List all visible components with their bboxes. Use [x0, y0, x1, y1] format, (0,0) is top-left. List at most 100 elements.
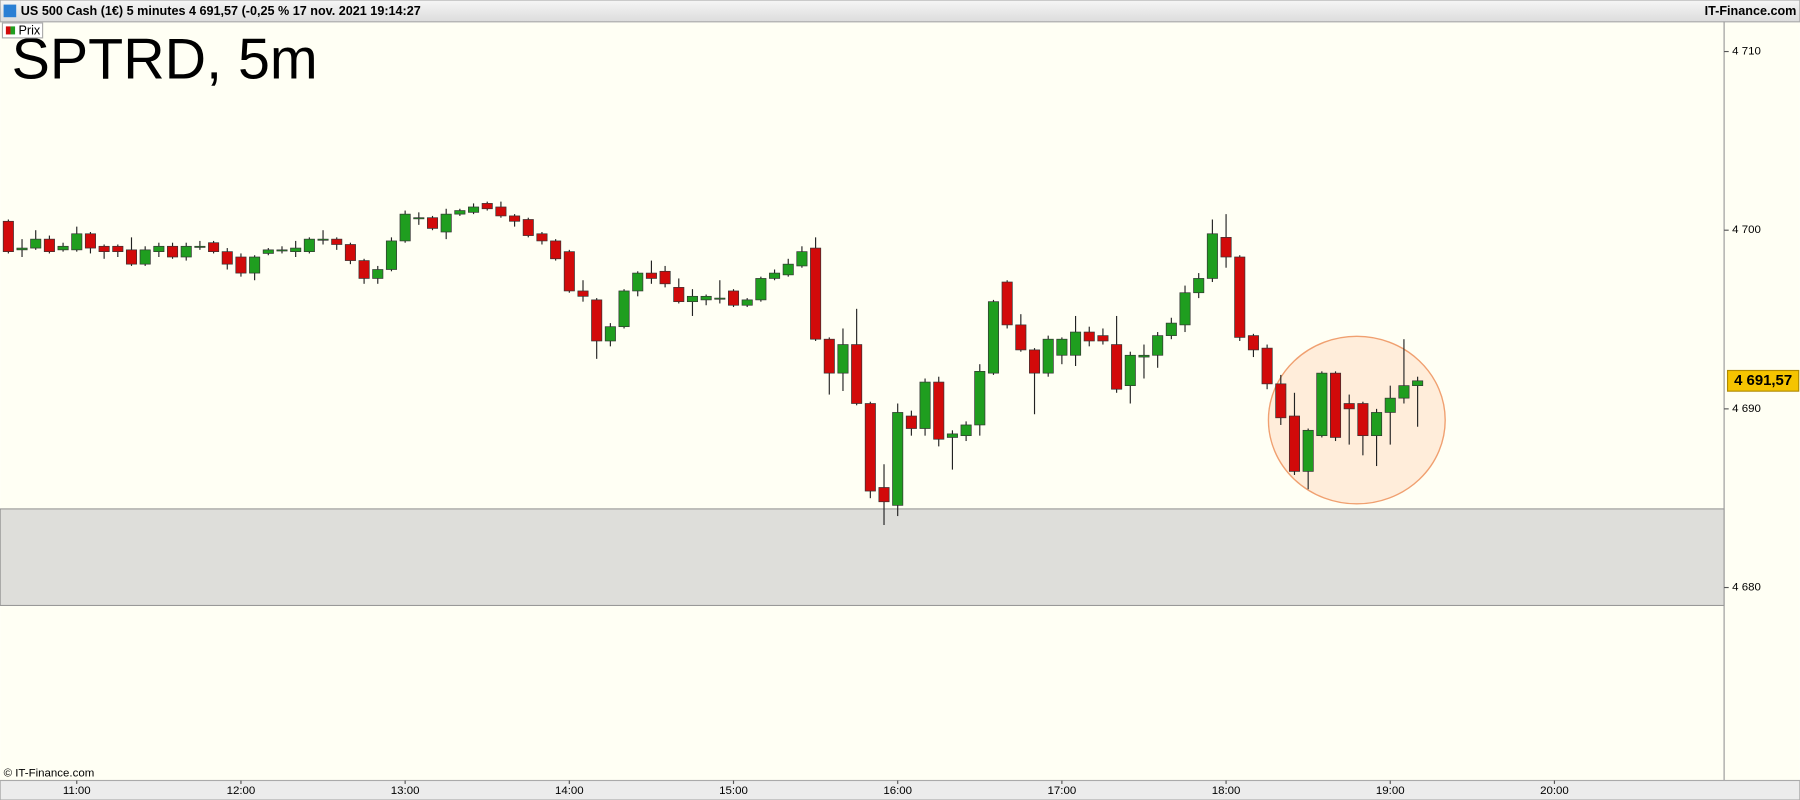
candle-body [194, 245, 206, 248]
header-icon [3, 4, 17, 18]
y-tick-label: 4 680 [1732, 582, 1761, 594]
x-tick-label: 18:00 [1212, 785, 1241, 797]
candle-body [550, 240, 562, 260]
candle-body [686, 295, 698, 303]
candle-body [276, 249, 288, 252]
candle-body [1384, 397, 1396, 413]
candle-body [645, 272, 657, 279]
y-tick-label: 4 690 [1732, 403, 1761, 415]
candle-body [1261, 347, 1273, 385]
candle-body [673, 287, 685, 303]
candle-body [1412, 380, 1424, 386]
candle-body [30, 238, 42, 249]
candle-body [714, 297, 726, 300]
x-tick-label: 15:00 [719, 785, 748, 797]
header-source: IT-Finance.com [1705, 4, 1797, 18]
candle-body [837, 344, 849, 374]
watermark: SPTRD, 5m [12, 27, 318, 91]
candle-body [208, 242, 220, 252]
candle-body [509, 215, 521, 222]
candle-body [1083, 331, 1095, 342]
candle-body [71, 233, 83, 251]
candle-body [1179, 292, 1191, 326]
candle-body [125, 249, 138, 265]
candle-body [2, 220, 14, 252]
candle-body [358, 260, 370, 279]
candle-body [481, 203, 493, 210]
candle-body [180, 245, 192, 258]
x-tick-label: 19:00 [1376, 785, 1405, 797]
candle-body [522, 219, 534, 236]
candle-body [1138, 354, 1150, 358]
candle-body [1398, 385, 1410, 399]
candle-body [536, 233, 548, 242]
candle-body [960, 424, 972, 437]
last-price-box [1726, 369, 1800, 392]
candle-body [43, 238, 55, 252]
candle-body [1111, 344, 1123, 390]
candle-body [810, 247, 822, 340]
candle-body [823, 338, 835, 374]
candle-body [317, 238, 329, 241]
candle-body [1070, 331, 1082, 356]
candle-body [413, 217, 425, 220]
x-tick-label: 16:00 [883, 785, 912, 797]
legend-icon-down [5, 26, 11, 35]
candle-body [1015, 324, 1027, 351]
candle-body [1152, 335, 1164, 356]
candle-body [495, 206, 507, 217]
candle-body [946, 433, 958, 438]
candle-body [851, 344, 863, 404]
candle-body [235, 256, 247, 274]
candle-body [1247, 335, 1259, 351]
candle-body [577, 290, 589, 297]
candle-body [1042, 338, 1054, 374]
candle-body [1193, 278, 1205, 294]
candle-body [892, 412, 904, 506]
y-tick-label: 4 700 [1732, 224, 1761, 236]
candle-body [755, 278, 767, 301]
x-tick-label: 12:00 [227, 785, 256, 797]
candle-body [112, 245, 124, 252]
y-tick-label: 4 710 [1732, 46, 1761, 58]
candle-body [1357, 403, 1369, 437]
candle-body [399, 213, 411, 242]
candle-body [262, 249, 274, 254]
candle-body [1029, 349, 1041, 374]
candle-body [632, 272, 644, 292]
support-zone [0, 508, 1725, 606]
candle-body [604, 326, 616, 342]
candle-body [1234, 256, 1246, 338]
candle-body [167, 245, 179, 258]
candle-body [563, 251, 575, 292]
candle-body [331, 238, 343, 245]
x-tick-label: 17:00 [1048, 785, 1077, 797]
candle-body [700, 295, 712, 301]
legend-label: Prix [19, 23, 41, 37]
candle-body [933, 381, 945, 440]
candle-body [249, 256, 261, 274]
header-title: US 500 Cash (1€) 5 minutes 4 691,57 (-0,… [21, 4, 421, 18]
candle-body [741, 299, 753, 306]
candle-body [1330, 372, 1342, 438]
candle-body [303, 238, 315, 252]
candle-body [796, 251, 808, 267]
candle-body [905, 415, 917, 429]
candle-body [1056, 338, 1068, 356]
x-tick-label: 20:00 [1540, 785, 1569, 797]
candle-body [591, 299, 603, 342]
candle-body [372, 269, 384, 279]
candle-body [782, 263, 794, 276]
candle-body [1343, 403, 1355, 410]
x-tick-label: 14:00 [555, 785, 584, 797]
x-tick-label: 11:00 [63, 785, 91, 797]
candle-body [57, 245, 69, 251]
candle-body [864, 403, 876, 492]
candle-body [290, 247, 302, 252]
candle-body [1220, 237, 1232, 258]
candle-body [221, 251, 233, 265]
candle-body [1316, 372, 1328, 437]
candle-body [1097, 335, 1109, 342]
